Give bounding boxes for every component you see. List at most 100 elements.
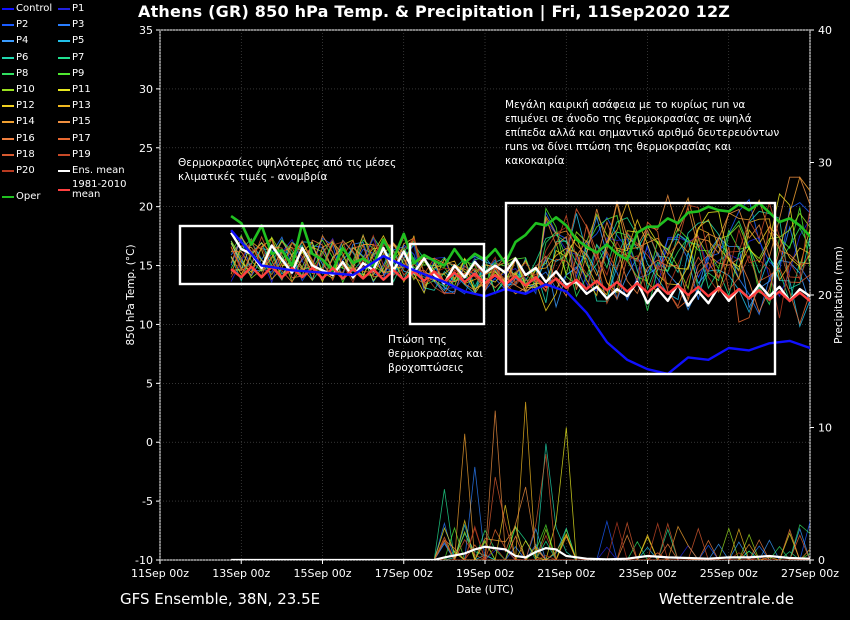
legend-item: Control xyxy=(2,4,52,16)
y-tick-label: 0 xyxy=(146,436,153,449)
legend-swatch xyxy=(58,72,70,75)
x-tick-label: 13Sep 00z xyxy=(212,567,270,580)
legend-label: P4 xyxy=(16,35,29,47)
annotation-box xyxy=(504,201,777,376)
legend-item: 1981-2010 mean xyxy=(58,180,127,200)
legend-item: P16 xyxy=(2,133,35,146)
annotation-box xyxy=(408,242,486,326)
x-tick-label: 25Sep 00z xyxy=(700,567,758,580)
x-tick-label: 11Sep 00z xyxy=(131,567,189,580)
y2-axis-label: Precipitation (mm) xyxy=(833,246,845,344)
legend-swatch xyxy=(2,24,14,27)
precip-mean-line xyxy=(231,545,810,560)
legend-swatch xyxy=(2,40,14,43)
series-line xyxy=(230,229,810,376)
legend-label: P20 xyxy=(16,165,35,176)
x-axis-label: Date (UTC) xyxy=(456,584,513,596)
x-tick-label: 21Sep 00z xyxy=(537,567,595,580)
legend-item: P17 xyxy=(58,132,91,146)
legend-item: P9 xyxy=(58,67,85,81)
legend-swatch xyxy=(2,105,14,108)
series-line xyxy=(230,265,810,303)
chart-title: Athens (GR) 850 hPa Temp. & Precipitatio… xyxy=(138,2,731,21)
legend-item: Ens. mean xyxy=(58,166,125,178)
legend-swatch xyxy=(2,8,14,10)
legend-item: P1 xyxy=(58,4,84,16)
member-temp-line xyxy=(231,217,810,303)
legend-swatch xyxy=(58,56,70,59)
member-precip-line xyxy=(231,427,810,560)
legend-label: P12 xyxy=(16,100,35,112)
y2-tick-label: 20 xyxy=(818,289,832,302)
legend-label: P17 xyxy=(72,132,91,144)
legend-item: P4 xyxy=(2,36,28,48)
legend-swatch xyxy=(2,56,14,59)
legend-label: P2 xyxy=(16,19,29,31)
legend-item: P3 xyxy=(58,20,84,32)
legend-swatch xyxy=(2,170,14,172)
legend-swatch xyxy=(2,196,14,198)
y-tick-label: -5 xyxy=(142,495,153,508)
legend-label: P19 xyxy=(72,148,91,160)
plot-area xyxy=(230,176,810,560)
legend-swatch xyxy=(2,121,14,124)
legend-swatch xyxy=(58,170,70,172)
legend-label: P5 xyxy=(72,35,85,47)
legend-item: P20 xyxy=(2,166,35,178)
legend-label: P1 xyxy=(72,3,85,14)
footer-site: Wetterzentrale.de xyxy=(658,590,794,608)
legend-swatch xyxy=(58,89,70,91)
annotation-warm-dry: Θερμοκρασίες υψηλότερες από τις μέσες κλ… xyxy=(178,157,397,183)
legend-label: P18 xyxy=(16,148,35,160)
y-tick-label: 5 xyxy=(146,377,153,390)
y2-tick-label: 40 xyxy=(818,24,832,37)
y2-tick-label: 30 xyxy=(818,157,832,170)
legend-label: P7 xyxy=(72,51,85,63)
member-precip-line xyxy=(231,527,810,560)
legend-item: P12 xyxy=(2,101,35,113)
legend-swatch xyxy=(58,137,70,140)
legend-label: P11 xyxy=(72,84,91,95)
y2-tick-label: 0 xyxy=(818,554,825,567)
legend-label: Oper xyxy=(16,191,41,202)
legend-item: P14 xyxy=(2,117,35,129)
y-tick-label: 15 xyxy=(139,260,153,273)
annotation-uncertainty: Μεγάλη καιρική ασάφεια με το κυρίως run … xyxy=(505,99,780,167)
legend-label: P8 xyxy=(16,67,29,79)
legend-label: P6 xyxy=(16,51,29,63)
legend-swatch xyxy=(2,153,14,156)
x-tick-label: 23Sep 00z xyxy=(619,567,677,580)
legend-item: P5 xyxy=(58,36,84,48)
legend-item: P6 xyxy=(2,51,29,65)
legend-label: P13 xyxy=(72,100,91,112)
legend-item: P2 xyxy=(2,20,28,32)
member-temp-line xyxy=(230,176,810,292)
x-tick-label: 19Sep 00z xyxy=(456,567,514,580)
legend-item: P18 xyxy=(2,148,35,162)
legend-label: P9 xyxy=(72,67,85,79)
legend-label: P3 xyxy=(72,19,85,31)
annotation-box xyxy=(178,224,394,286)
legend-item: P8 xyxy=(2,67,29,81)
legend-label: P10 xyxy=(16,84,35,95)
x-tick-label: 27Sep 00z xyxy=(781,567,839,580)
y2-tick-label: 10 xyxy=(818,422,832,435)
y-axis-label: 850 hPa Temp. (°C) xyxy=(125,244,137,345)
series-line xyxy=(230,201,810,272)
legend-swatch xyxy=(2,89,14,91)
footer-model-location: GFS Ensemble, 38N, 23.5E xyxy=(120,590,321,608)
legend-item: P11 xyxy=(58,85,91,97)
legend-swatch xyxy=(2,137,14,140)
legend-item: Oper xyxy=(2,192,40,204)
legend-item: P7 xyxy=(58,51,85,65)
y-tick-label: 30 xyxy=(139,83,153,96)
y-tick-label: 25 xyxy=(139,142,153,155)
legend-swatch xyxy=(58,40,70,43)
x-tick-label: 15Sep 00z xyxy=(294,567,352,580)
x-tick-label: 17Sep 00z xyxy=(375,567,433,580)
member-precip-line xyxy=(231,410,810,560)
legend-swatch xyxy=(58,24,70,27)
legend-item: P13 xyxy=(58,101,91,113)
legend-swatch xyxy=(58,153,70,156)
